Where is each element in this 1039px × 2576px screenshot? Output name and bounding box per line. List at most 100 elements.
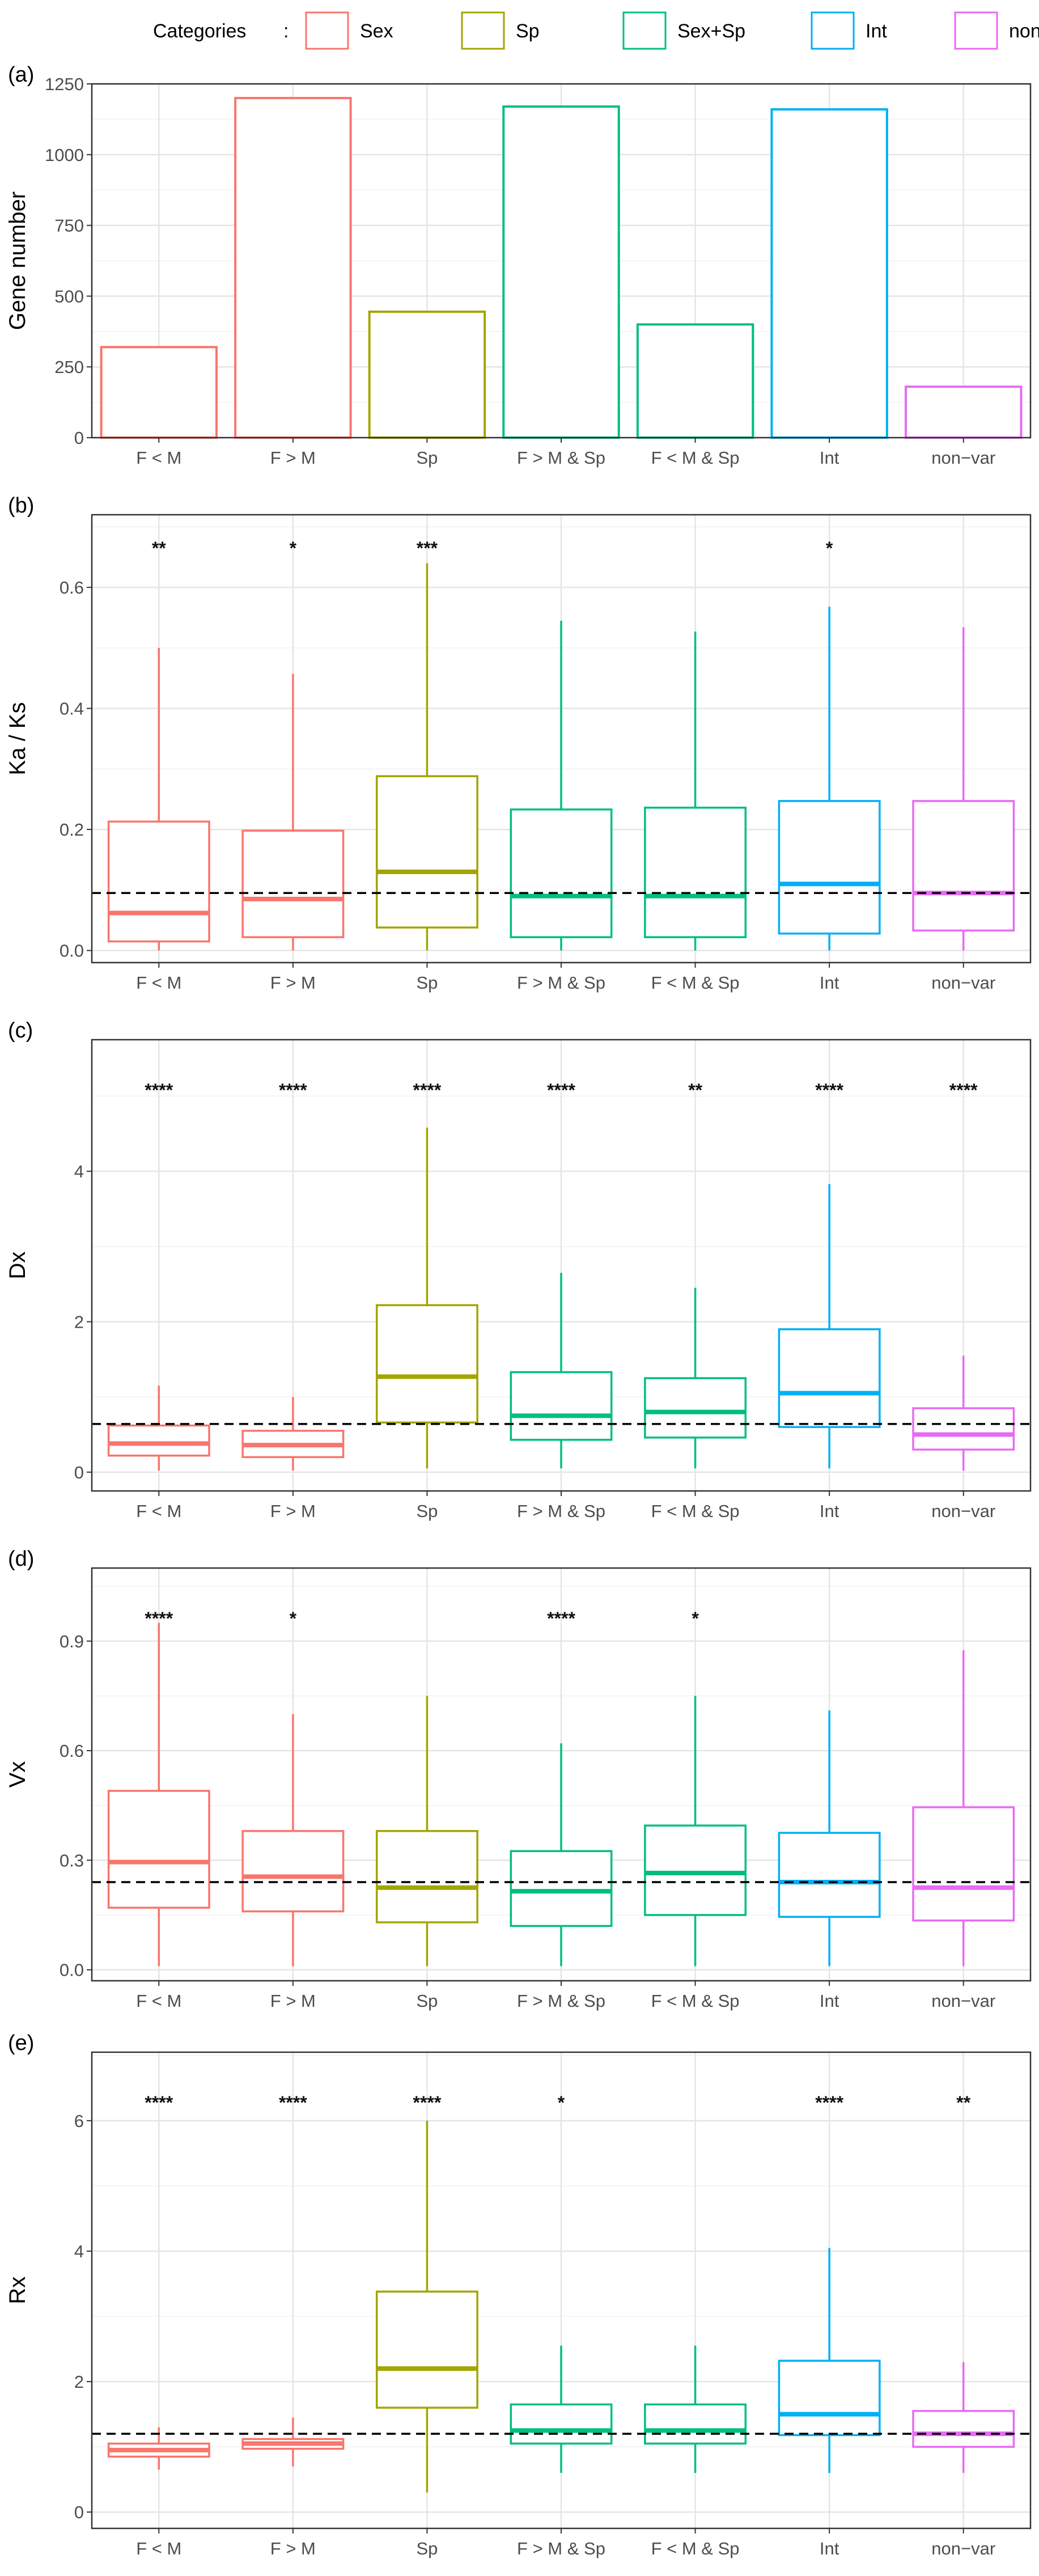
x-tick-label: Int: [820, 2539, 839, 2558]
box: [644, 1824, 747, 1916]
box: [510, 1371, 613, 1441]
y-tick-label: 0: [74, 428, 84, 448]
y-tick-label: 1250: [45, 74, 84, 94]
bar: [904, 385, 1023, 439]
x-tick-label: Int: [820, 973, 839, 993]
y-tick-label: 0: [74, 1463, 84, 1482]
x-tick-label: F > M: [270, 973, 316, 993]
box-plot: [510, 620, 613, 951]
x-tick-label: non−var: [931, 973, 995, 993]
box: [778, 1832, 881, 1918]
legend: Categories : Sex Sp Sex+Sp Int non−var: [153, 11, 1039, 50]
box-plot: [107, 647, 210, 951]
box: [510, 1850, 613, 1927]
bar: [100, 346, 218, 439]
x-tick-label: Int: [820, 1501, 839, 1521]
y-axis-label: Gene number: [5, 192, 30, 331]
box-plot: [644, 1287, 747, 1469]
box-plot: [778, 2248, 881, 2473]
x-tick-label: F < M: [136, 448, 181, 468]
legend-title: Categories: [153, 20, 246, 42]
x-tick-label: non−var: [931, 1501, 995, 1521]
x-tick-label: Sp: [416, 448, 438, 468]
x-tick-label: Int: [820, 448, 839, 468]
box-plot: [375, 2120, 478, 2493]
legend-key: [622, 11, 667, 50]
box-plot: [778, 607, 881, 951]
box-plot: [644, 632, 747, 951]
x-tick-label: F < M: [136, 1991, 181, 2011]
significance-label: ****: [413, 1080, 442, 1100]
x-tick-label: F < M & Sp: [651, 448, 740, 468]
x-tick-label: Sp: [416, 2539, 438, 2558]
chart-panel: (a) Gene number 0 250 500 750 1000 1250 F < M F >…: [5, 63, 1032, 468]
x-tick-label: Sp: [416, 1501, 438, 1521]
legend-label: non−var: [1009, 20, 1039, 42]
box-plot: [241, 673, 345, 951]
x-tick-label: F < M: [136, 973, 181, 993]
box-plot: [912, 1650, 1015, 1967]
box: [778, 1328, 881, 1428]
legend-item: Sex+Sp: [622, 11, 745, 50]
significance-label: ****: [279, 2092, 307, 2113]
panel-border: [91, 83, 1032, 439]
significance-label: ****: [949, 1080, 978, 1100]
x-tick-label: Sp: [416, 973, 438, 993]
box: [644, 806, 747, 938]
panel-border: [91, 1567, 1032, 1982]
significance-label: ****: [145, 1608, 173, 1629]
box-plot: [912, 1355, 1015, 1471]
x-tick-label: F > M & Sp: [517, 1991, 605, 2011]
panel-border: [91, 2051, 1032, 2530]
significance-label: ****: [413, 2092, 442, 2113]
x-tick-label: non−var: [931, 1991, 995, 2011]
box-plot: [778, 1184, 881, 1469]
y-tick-label: 0.4: [60, 699, 84, 719]
box-plot: [644, 1696, 747, 1967]
significance-label: *: [290, 538, 297, 558]
box: [375, 775, 478, 929]
legend-key: [811, 11, 855, 50]
bar: [770, 108, 888, 439]
box-plot: [375, 1128, 478, 1469]
significance-label: ****: [279, 1080, 307, 1100]
box: [644, 1377, 747, 1439]
legend-key: [954, 11, 998, 50]
significance-label: ****: [815, 2092, 843, 2113]
x-tick-label: F > M & Sp: [517, 2539, 605, 2558]
y-tick-label: 6: [74, 2111, 84, 2131]
box-plot: [510, 2345, 613, 2473]
y-tick-label: 0: [74, 2502, 84, 2522]
x-tick-label: non−var: [931, 2539, 995, 2558]
x-tick-label: F > M: [270, 1501, 316, 1521]
legend-title-colon: :: [283, 20, 289, 42]
x-tick-label: F < M: [136, 2539, 181, 2558]
bar: [368, 310, 486, 439]
box-plot: [510, 1743, 613, 1967]
y-tick-label: 0.6: [60, 1741, 84, 1761]
y-tick-label: 1000: [45, 145, 84, 165]
x-tick-label: F > M: [270, 1991, 316, 2011]
box: [107, 1790, 210, 1909]
panel-label: (e): [8, 2031, 34, 2055]
box: [375, 1830, 478, 1923]
significance-label: ***: [417, 538, 438, 558]
x-tick-label: F > M & Sp: [517, 1501, 605, 1521]
box-plot: [375, 1696, 478, 1967]
box: [644, 2403, 747, 2445]
box: [375, 1304, 478, 1424]
box-plot: [107, 1386, 210, 1471]
box: [912, 2410, 1015, 2448]
y-tick-label: 250: [54, 357, 84, 377]
legend-label: Sex+Sp: [677, 20, 745, 42]
box: [912, 1407, 1015, 1451]
x-tick-label: F > M & Sp: [517, 973, 605, 993]
bar: [234, 96, 352, 439]
panel-label: (a): [8, 63, 34, 87]
chart-marks: [107, 1622, 1015, 1967]
box: [510, 808, 613, 938]
